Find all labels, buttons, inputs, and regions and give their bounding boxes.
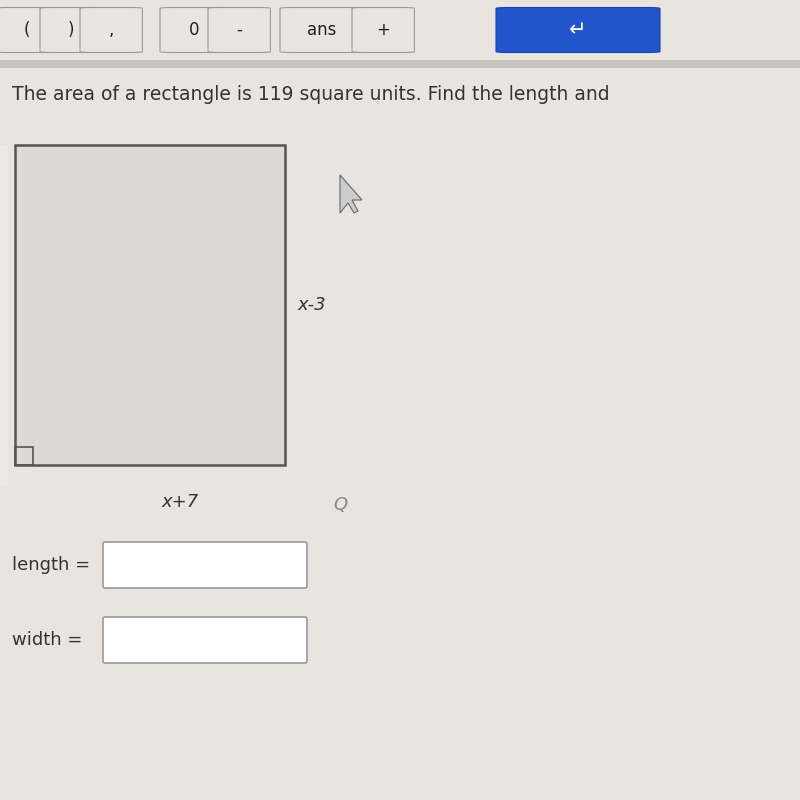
Text: x-3: x-3 (297, 296, 326, 314)
Text: length =: length = (12, 556, 90, 574)
Text: ,: , (109, 21, 114, 39)
FancyBboxPatch shape (280, 7, 364, 53)
FancyBboxPatch shape (160, 7, 228, 53)
Text: +: + (376, 21, 390, 39)
FancyBboxPatch shape (496, 7, 660, 53)
Bar (0, 145, 8, 485)
Text: 0: 0 (189, 21, 199, 39)
Bar (15, 145, 285, 465)
Bar (0, 60, 800, 68)
FancyBboxPatch shape (352, 7, 414, 53)
FancyBboxPatch shape (0, 7, 58, 53)
Text: x+7: x+7 (162, 493, 198, 511)
Text: ans: ans (307, 21, 337, 39)
FancyBboxPatch shape (208, 7, 270, 53)
Bar (15, 447, 33, 465)
Text: width =: width = (12, 631, 82, 649)
FancyBboxPatch shape (80, 7, 142, 53)
FancyBboxPatch shape (103, 542, 307, 588)
Text: ): ) (68, 21, 74, 39)
Text: -: - (236, 21, 242, 39)
FancyBboxPatch shape (103, 617, 307, 663)
Text: Q: Q (333, 496, 347, 514)
FancyBboxPatch shape (40, 7, 102, 53)
Polygon shape (340, 175, 362, 213)
Text: ↵: ↵ (570, 20, 586, 40)
Text: (: ( (24, 21, 30, 39)
Text: The area of a rectangle is 119 square units. Find the length and: The area of a rectangle is 119 square un… (12, 86, 610, 105)
